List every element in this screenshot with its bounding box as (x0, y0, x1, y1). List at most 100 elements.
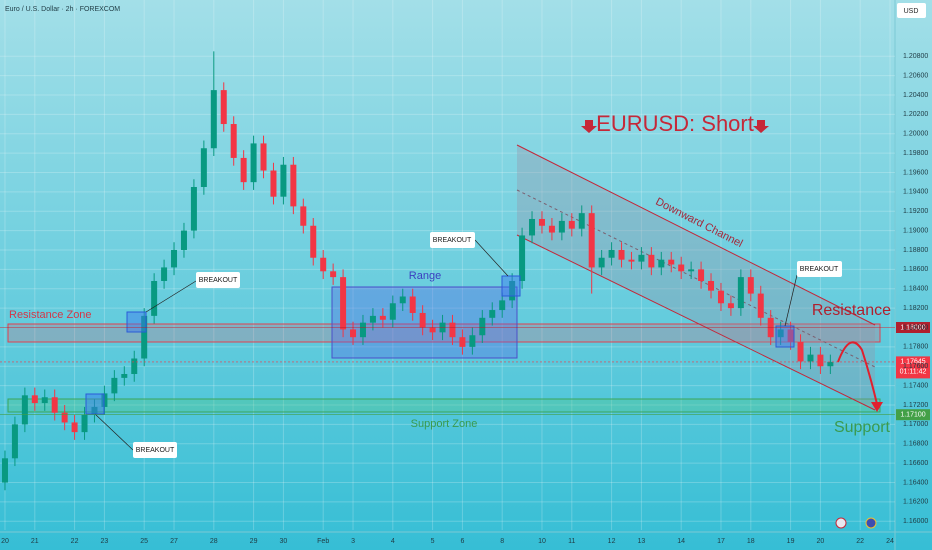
candle-body (807, 354, 814, 362)
y-tick-label: 1.19800 (903, 150, 928, 157)
chart-title: EURUSD: Short (596, 111, 754, 136)
x-tick-label: 19 (787, 538, 795, 545)
candle-body (727, 303, 734, 309)
y-tick-label: 1.20400 (903, 92, 928, 99)
candle-body (240, 157, 247, 183)
candle-body (538, 218, 545, 226)
candle-body (449, 322, 456, 338)
x-tick-label: 22 (71, 538, 79, 545)
title-arrow (753, 120, 769, 133)
candle-body (141, 315, 148, 359)
callout-line (784, 274, 798, 327)
candle-body (270, 170, 277, 197)
candle-body (777, 329, 784, 338)
candle-body (300, 206, 307, 226)
candle-body (757, 293, 764, 318)
price-tag (896, 409, 930, 421)
candle-body (71, 422, 78, 433)
candle-body (250, 143, 257, 183)
y-tick-label: 1.18400 (903, 286, 928, 293)
arrow-head (871, 402, 883, 412)
candle-body (61, 412, 68, 423)
candle-body (698, 269, 705, 281)
candle-body (618, 249, 625, 260)
candle-body (479, 317, 486, 336)
candle-body (608, 249, 615, 258)
flag-icon[interactable] (835, 517, 847, 529)
candle-body (230, 124, 237, 158)
price-tag (896, 321, 930, 333)
x-tick-label: 18 (747, 538, 755, 545)
candle-body (41, 397, 48, 404)
price-tag-label: 1.17100 (900, 412, 925, 419)
candle-body (51, 397, 58, 413)
breakout-box (775, 325, 795, 348)
callout-box (133, 442, 177, 458)
candle-body (678, 264, 685, 272)
x-tick-label: Feb (317, 538, 329, 545)
candle-body (290, 164, 297, 207)
callout-line (474, 239, 509, 277)
y-tick-label: 1.17000 (903, 421, 928, 428)
candle-body (628, 259, 635, 262)
support-label: Support (834, 419, 891, 436)
currency: USD (904, 8, 919, 15)
y-tick-label: 1.20600 (903, 72, 928, 79)
candle-body (747, 277, 754, 294)
x-tick-label: 20 (817, 538, 825, 545)
candle-body (509, 280, 516, 301)
y-tick-label: 1.17600 (903, 363, 928, 370)
channel-lower (516, 234, 876, 411)
candle-body (797, 342, 804, 362)
breakout-label: BREAKOUT (199, 277, 238, 284)
candle-body (320, 257, 327, 272)
candle-body (389, 303, 396, 320)
candle-body (519, 235, 526, 281)
candle-body (81, 414, 88, 433)
x-tick-label: 20 (1, 538, 9, 545)
flag-icon[interactable] (865, 517, 877, 529)
y-tick-label: 1.19200 (903, 208, 928, 215)
y-tick-label: 1.19600 (903, 169, 928, 176)
y-tick-label: 1.20000 (903, 131, 928, 138)
callout-line (145, 280, 197, 313)
candle-body (737, 277, 744, 309)
y-tick-label: 1.16000 (903, 518, 928, 525)
channel-fill (517, 145, 875, 410)
x-tick-label: 21 (31, 538, 39, 545)
candle-body (190, 187, 197, 231)
channel-upper (516, 144, 876, 326)
y-tick-label: 1.16400 (903, 479, 928, 486)
breakout-label: BREAKOUT (136, 447, 175, 454)
x-tick-label: 12 (608, 538, 616, 545)
candle-body (558, 220, 565, 233)
x-tick-label: 24 (886, 538, 894, 545)
candle-body (280, 164, 287, 197)
candle-body (399, 296, 406, 304)
breakout-label: BREAKOUT (433, 237, 472, 244)
candle-body (578, 213, 585, 229)
x-tick-label: 10 (538, 538, 546, 545)
candle-body (568, 220, 575, 229)
candle-body (499, 300, 506, 311)
currency-box (897, 3, 926, 18)
candle-body (91, 406, 98, 415)
candle-body (11, 424, 18, 459)
callout-box (196, 272, 240, 288)
candle-body (469, 335, 476, 347)
candle-body (598, 257, 605, 268)
breakout-box (85, 393, 105, 415)
candle-body (787, 329, 794, 343)
breakout-label: BREAKOUT (800, 266, 839, 273)
candle-body (200, 148, 207, 188)
candle-body (708, 280, 715, 291)
range-label: Range (409, 270, 441, 282)
callout-line (94, 413, 134, 451)
x-tick-label: 25 (140, 538, 148, 545)
candle-body (638, 254, 645, 262)
candle-body (379, 315, 386, 320)
symbol: Euro / U.S. Dollar · 2h · FOREXCOM (5, 6, 120, 13)
y-tick-label: 1.17800 (903, 344, 928, 351)
